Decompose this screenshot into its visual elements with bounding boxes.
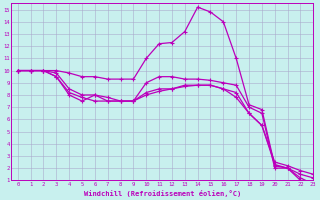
X-axis label: Windchill (Refroidissement éolien,°C): Windchill (Refroidissement éolien,°C) (84, 190, 241, 197)
